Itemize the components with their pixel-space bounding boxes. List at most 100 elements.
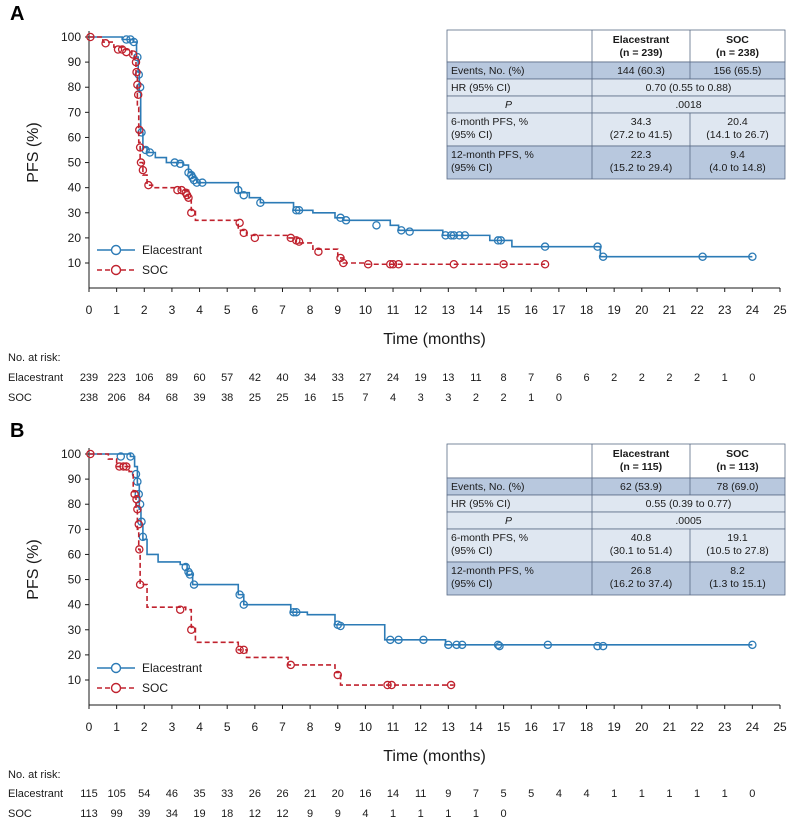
censor-mark-soc [386,260,395,269]
censor-mark-elacestrant [336,621,345,631]
censor-mark-soc [135,143,145,152]
table-cell: 144 (60.3) [617,65,665,77]
censor-mark-soc [101,39,110,48]
x-tick-label: 6 [251,720,258,734]
table-cell: (4.0 to 14.8) [709,162,766,174]
risk-value: 68 [166,392,178,404]
risk-value: 89 [166,372,178,384]
censor-mark-elacestrant [495,641,504,651]
x-tick-label: 20 [635,303,649,317]
censor-mark-elacestrant [394,635,403,645]
censor-mark-soc [294,237,304,246]
risk-value: 26 [276,788,288,800]
censor-mark-soc [136,158,146,167]
censor-mark-elacestrant [184,168,193,177]
risk-value: 25 [276,392,288,404]
table-cell: 78 (69.0) [716,481,758,493]
risk-value: 54 [138,788,150,800]
x-tick-label: 5 [224,303,231,317]
risk-value: 15 [332,392,344,404]
censor-mark-soc [177,185,186,195]
censor-mark-elacestrant [460,231,470,240]
x-tick-label: 17 [552,720,566,734]
censor-mark-soc [132,67,141,77]
table-header-cell: (n = 113) [716,461,758,473]
x-tick-label: 3 [169,303,176,317]
censor-mark-soc [133,80,142,89]
x-tick-label: 23 [718,720,732,734]
censor-mark-soc [135,125,144,135]
table-row-label: (95% CI) [451,578,492,590]
legend-marker-elacestrant [110,244,122,256]
x-tick-label: 18 [580,720,594,734]
censor-mark-soc [339,258,348,268]
censor-mark-elacestrant [289,607,298,617]
table-merged-cell: 0.55 (0.39 to 0.77) [646,498,732,510]
table-header-cell: (n = 115) [620,461,662,473]
censor-mark-elacestrant [189,175,199,185]
risk-value: 99 [111,808,123,820]
risk-value: 21 [304,788,316,800]
table-cell: (27.2 to 41.5) [610,129,672,141]
y-tick-label: 70 [68,522,82,536]
censor-mark-soc [134,520,144,529]
risk-value: 1 [639,788,645,800]
table-row-label: 6-month PFS, % [451,116,528,128]
risk-value: 7 [528,372,534,384]
km-curve-elacestrant [89,36,753,258]
y-tick-label: 10 [68,256,82,270]
censor-mark-soc [144,180,153,190]
y-tick-label: 50 [68,573,82,587]
censor-mark-elacestrant [256,198,265,207]
censor-mark-elacestrant [175,159,185,169]
x-tick-label: 11 [387,303,400,317]
risk-row-label: SOC [8,392,32,404]
y-tick-label: 50 [68,156,82,170]
censor-mark-soc [314,247,323,256]
table-row-bg [446,561,786,596]
risk-value: 35 [193,788,205,800]
x-tick-label: 0 [86,303,93,317]
x-tick-label: 13 [442,720,456,734]
x-tick-label: 15 [497,720,511,734]
legend-label-soc: SOC [142,263,168,277]
y-tick-label: 10 [68,673,82,687]
y-axis-title: PFS (%) [25,539,42,599]
censor-mark-elacestrant [134,70,144,79]
risk-value: 8 [501,372,507,384]
table-cell: (14.1 to 26.7) [706,129,768,141]
x-tick-label: 5 [224,720,231,734]
legend-label-elacestrant: Elacestrant [142,243,203,257]
risk-value: 19 [193,808,205,820]
x-tick-label: 25 [773,720,787,734]
risk-value: 1 [666,788,672,800]
censor-mark-elacestrant [493,236,503,245]
censor-mark-elacestrant [341,216,351,225]
y-tick-label: 100 [61,447,81,461]
x-tick-label: 4 [196,720,203,734]
table-cell: 34.3 [631,116,652,128]
y-tick-label: 70 [68,105,82,119]
censor-mark-soc [131,57,141,67]
km-curve-soc [89,36,546,266]
censor-mark-elacestrant [441,231,450,240]
table-header-cell: SOC [726,34,749,46]
risk-value: 14 [387,788,399,800]
censor-mark-elacestrant [540,242,550,251]
censor-mark-elacestrant [126,452,135,461]
censor-mark-elacestrant [129,37,139,47]
table-cell: (10.5 to 27.8) [706,545,768,557]
risk-value: 115 [80,788,98,800]
risk-value: 0 [749,372,755,384]
risk-value: 1 [418,808,424,820]
x-tick-label: 22 [690,720,704,734]
y-tick-label: 40 [68,181,82,195]
x-tick-label: 7 [279,303,286,317]
x-tick-label: 8 [307,720,314,734]
x-tick-label: 2 [141,720,148,734]
censor-mark-elacestrant [455,231,464,240]
table-cell: 40.8 [631,532,652,544]
x-tick-label: 3 [169,720,176,734]
censor-mark-soc [175,605,185,614]
